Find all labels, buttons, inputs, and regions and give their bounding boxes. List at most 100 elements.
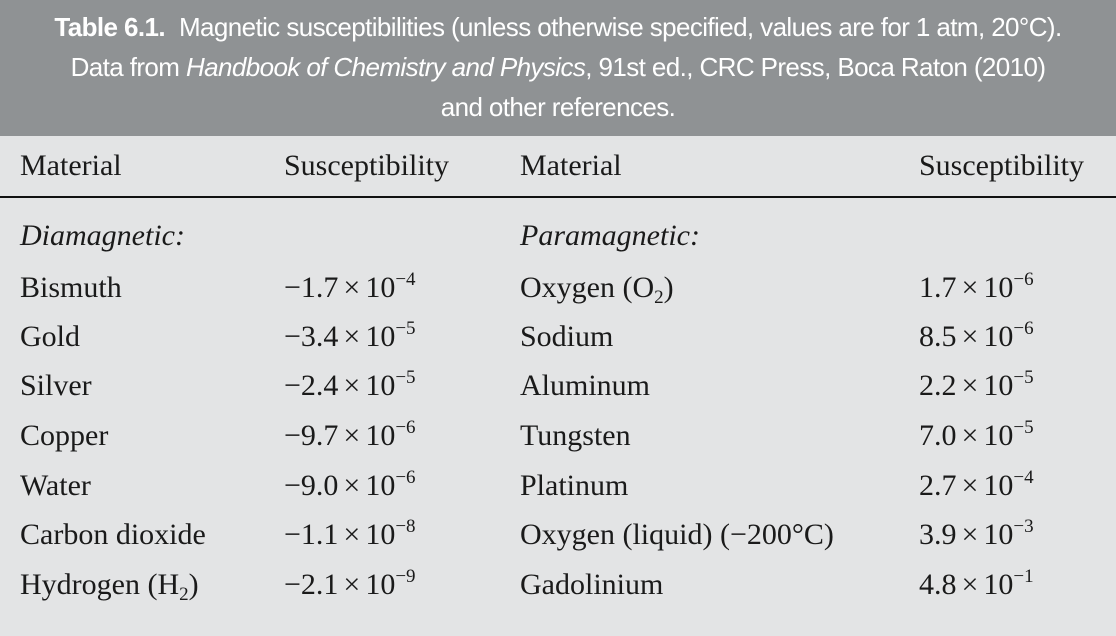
material-name: Oxygen (liquid) (−200°C) — [520, 518, 834, 551]
value-base: 10 — [983, 469, 1014, 502]
value-base: 10 — [983, 518, 1014, 551]
material-name: Hydrogen (H — [20, 568, 180, 601]
value-exponent: −3 — [1013, 516, 1034, 537]
table-cell-material-right: Oxygen (liquid) (−200°C) — [520, 518, 834, 552]
caption-line-3-text: and other references. — [440, 92, 676, 122]
value-exponent: −5 — [1013, 417, 1034, 438]
material-name: Platinum — [520, 469, 629, 502]
times-sign: × — [961, 320, 979, 353]
table-cell-material-right: Sodium — [520, 320, 613, 354]
caption-source-pre: Data from — [70, 52, 186, 82]
caption-line-2: Data from Handbook of Chemistry and Phys… — [0, 47, 1116, 87]
value-exponent: −9 — [395, 566, 416, 587]
material-name: Aluminum — [520, 369, 651, 402]
table-cell-susceptibility-right: 2.7 × 10−4 — [919, 467, 1034, 503]
times-sign: × — [961, 271, 979, 304]
value-exponent: −6 — [1013, 269, 1034, 290]
table-cell-susceptibility-left: −1.7 × 10−4 — [284, 270, 416, 305]
table-cell-material-left: Gold — [20, 320, 80, 354]
material-name: Silver — [20, 369, 92, 402]
table-cell-material-left: Bismuth — [20, 271, 122, 305]
header-material-left: Material — [20, 149, 122, 182]
value-base: 10 — [365, 271, 396, 304]
material-name: Bismuth — [20, 271, 122, 304]
table-cell-material-left: Carbon dioxide — [20, 518, 206, 552]
times-sign: × — [343, 320, 361, 353]
times-sign: × — [961, 518, 979, 551]
value-exponent: −6 — [1013, 318, 1034, 339]
table-cell-susceptibility-left: −9.0 × 10−6 — [284, 467, 416, 503]
value-mantissa: 3.9 — [919, 518, 957, 551]
caption-line-1: Table 6.1. Magnetic susceptibilities (unl… — [0, 7, 1116, 47]
times-sign: × — [343, 518, 361, 551]
value-mantissa: 1.7 — [919, 271, 957, 304]
value-base: 10 — [983, 320, 1014, 353]
value-base: 10 — [365, 568, 396, 601]
value-mantissa: −9.0 — [284, 469, 339, 502]
material-name: Sodium — [520, 320, 614, 353]
section-label-diamagnetic: Diamagnetic: — [20, 219, 185, 252]
value-exponent: −5 — [1013, 367, 1034, 388]
table-cell-material-left: Silver — [20, 369, 92, 403]
table-header-row: Material Susceptibility Material Suscept… — [0, 136, 1116, 198]
table-cell-material-left: Hydrogen (H2) — [20, 568, 199, 605]
times-sign: × — [961, 419, 979, 452]
value-exponent: −1 — [1013, 566, 1034, 587]
table-cell-susceptibility-left: −1.1 × 10−8 — [284, 516, 416, 552]
table-cell-material-right: Oxygen (O2) — [520, 271, 674, 308]
material-name: Tungsten — [520, 419, 631, 452]
value-base: 10 — [983, 271, 1014, 304]
value-exponent: −8 — [395, 516, 416, 537]
caption-source-post: , 91st ed., CRC Press, Boca Raton (2010) — [585, 52, 1046, 82]
header-susceptibility-left: Susceptibility — [284, 149, 449, 182]
table-cell-susceptibility-right: 4.8 × 10−1 — [919, 566, 1034, 602]
header-material-right: Material — [520, 149, 622, 182]
times-sign: × — [343, 271, 361, 304]
caption-line-3: and other references. — [0, 87, 1116, 127]
times-sign: × — [961, 369, 979, 402]
times-sign: × — [343, 568, 361, 601]
table-cell-susceptibility-right: 3.9 × 10−3 — [919, 516, 1034, 552]
value-base: 10 — [365, 469, 396, 502]
value-base: 10 — [365, 320, 396, 353]
value-exponent: −5 — [395, 318, 416, 339]
value-exponent: −5 — [395, 367, 416, 388]
table-cell-material-right: Tungsten — [520, 419, 631, 453]
value-base: 10 — [983, 419, 1014, 452]
material-name-suffix: ) — [663, 271, 674, 304]
material-name: Carbon dioxide — [20, 518, 206, 551]
header-susceptibility-right: Susceptibility — [919, 149, 1084, 182]
table-cell-material-right: Aluminum — [520, 369, 650, 403]
value-exponent: −4 — [1013, 467, 1034, 488]
table-cell-susceptibility-right: 8.5 × 10−6 — [919, 318, 1034, 354]
material-name: Water — [20, 469, 91, 502]
material-subscript: 2 — [654, 287, 664, 308]
value-mantissa: 8.5 — [919, 320, 957, 353]
times-sign: × — [343, 369, 361, 402]
table-cell-material-left: Copper — [20, 419, 108, 453]
value-mantissa: −1.1 — [284, 518, 339, 551]
value-mantissa: −1.7 — [284, 271, 339, 304]
material-name: Oxygen (O — [520, 271, 655, 304]
material-name-suffix: ) — [188, 568, 199, 601]
section-label-paramagnetic: Paramagnetic: — [520, 219, 700, 252]
times-sign: × — [343, 419, 361, 452]
times-sign: × — [961, 469, 979, 502]
material-name: Copper — [20, 419, 109, 452]
value-exponent: −6 — [395, 467, 416, 488]
material-subscript: 2 — [179, 584, 189, 605]
table-cell-susceptibility-right: 1.7 × 10−6 — [919, 269, 1034, 305]
table-cell-susceptibility-left: −2.4 × 10−5 — [284, 367, 416, 403]
value-mantissa: 2.2 — [919, 369, 957, 402]
material-name: Gadolinium — [520, 568, 664, 601]
value-base: 10 — [365, 369, 396, 402]
table-cell-susceptibility-left: −9.7 × 10−6 — [284, 418, 416, 453]
value-mantissa: −9.7 — [284, 419, 339, 452]
value-base: 10 — [983, 369, 1014, 402]
table-caption: Table 6.1. Magnetic susceptibilities (unl… — [0, 0, 1116, 136]
value-base: 10 — [983, 568, 1014, 601]
table-cell-material-left: Water — [20, 469, 91, 503]
table-cell-susceptibility-right: 7.0 × 10−5 — [919, 417, 1034, 453]
table-cell-susceptibility-right: 2.2 × 10−5 — [919, 367, 1034, 403]
